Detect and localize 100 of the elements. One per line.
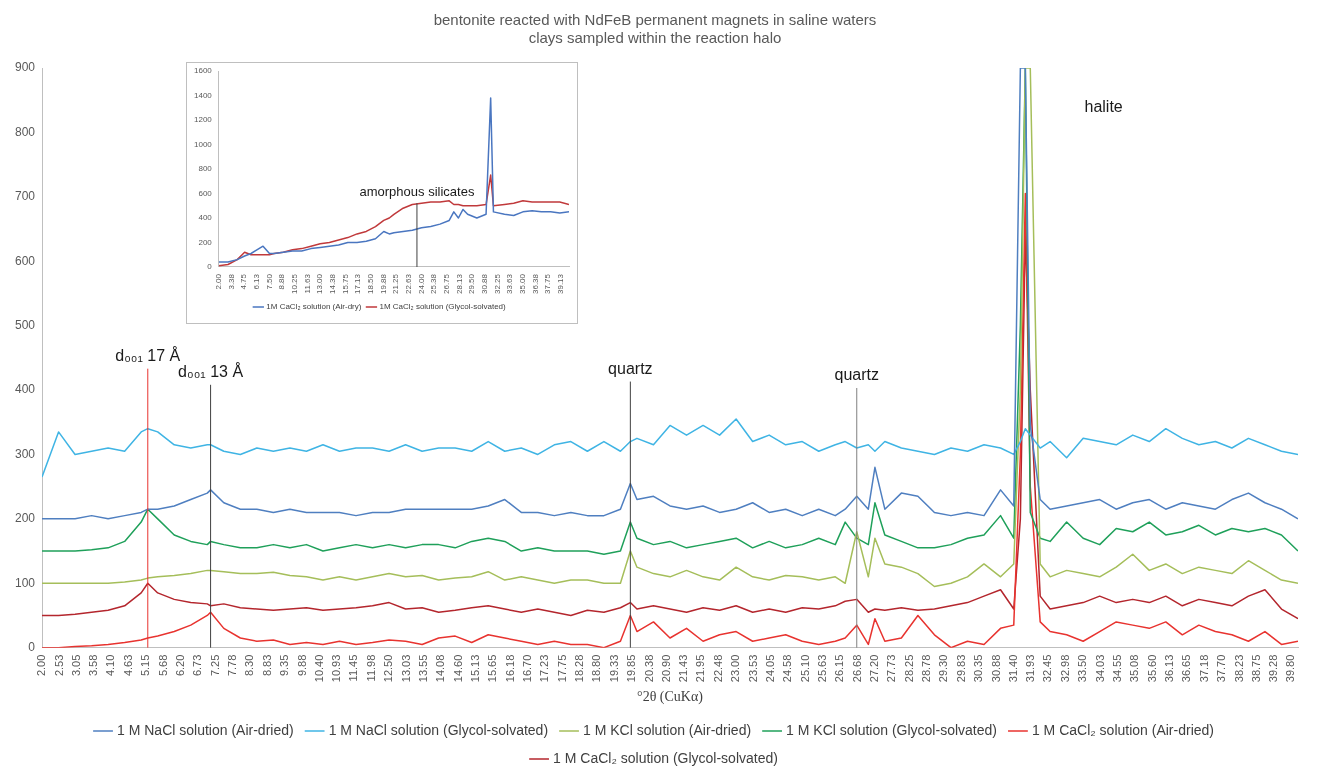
x-tick-label: 21.43 (677, 654, 690, 683)
y-tick-label: 400 (198, 213, 213, 223)
x-tick-label: 7.25 (208, 654, 221, 677)
x-tick-label: 10.25 (290, 273, 300, 295)
x-tick-label: 22.48 (711, 654, 724, 683)
x-tick-label: 10.93 (330, 654, 343, 683)
x-tick-label: 35.00 (518, 273, 528, 295)
x-tick-label: 24.00 (416, 273, 426, 295)
x-tick-label: 34.03 (1093, 654, 1106, 683)
x-tick-label: 28.25 (902, 654, 915, 683)
x-tick-label: 19.85 (625, 654, 638, 683)
y-tick-label: 1600 (194, 66, 213, 76)
ref-line-label: d₀₀₁ 17 Å (115, 346, 181, 365)
x-tick-label: 14.60 (451, 654, 464, 683)
x-tick-label: 14.08 (434, 654, 447, 683)
x-tick-label: 19.88 (378, 273, 388, 295)
x-tick-label: 11.45 (347, 654, 360, 682)
x-tick-label: 37.18 (1197, 654, 1210, 683)
y-tick-label: 500 (14, 317, 36, 332)
x-tick-label: 5.68 (156, 654, 169, 677)
x-tick-label: 2.00 (214, 273, 223, 290)
x-tick-label: 36.65 (1180, 654, 1193, 683)
x-tick-label: 7.50 (264, 273, 274, 290)
x-tick-label: 20.38 (642, 654, 655, 683)
x-tick-label: 30.88 (989, 654, 1002, 683)
y-tick-label: 800 (14, 124, 36, 139)
x-tick-label: 32.45 (1041, 654, 1054, 683)
x-tick-label: 23.53 (746, 654, 759, 683)
x-tick-label: 24.05 (763, 654, 776, 683)
x-tick-label: 39.28 (1267, 654, 1280, 683)
x-tick-label: 37.75 (543, 273, 553, 295)
x-tick-label: 11.63 (302, 273, 312, 294)
x-tick-label: 6.13 (252, 273, 262, 290)
x-tick-label: 25.38 (429, 273, 439, 295)
x-tick-label: 30.35 (972, 654, 985, 683)
x-tick-label: 4.75 (239, 273, 249, 290)
x-tick-label: 15.75 (340, 273, 350, 295)
x-tick-label: 29.50 (467, 273, 477, 295)
x-tick-label: 13.55 (416, 654, 429, 683)
x-tick-label: 25.63 (816, 654, 829, 683)
x-tick-label: 38.75 (1249, 654, 1262, 683)
x-axis-title: °2θ (CuKα) (637, 689, 704, 706)
x-tick-label: 17.75 (555, 654, 568, 683)
legend-label: 1M CaCl₂ solution (Air-dry) (266, 302, 362, 312)
x-tick-label: 15.65 (486, 654, 499, 683)
x-tick-label: 29.30 (937, 654, 950, 683)
x-tick-label: 31.93 (1024, 654, 1037, 683)
x-tick-label: 32.25 (492, 273, 502, 295)
x-tick-label: 29.83 (954, 654, 967, 683)
y-tick-label: 0 (28, 639, 36, 654)
x-tick-label: 16.70 (520, 654, 533, 683)
x-tick-label: 34.55 (1110, 654, 1123, 683)
x-tick-label: 33.63 (505, 273, 515, 295)
x-tick-label: 24.58 (781, 654, 794, 683)
annotation: halite (1084, 98, 1123, 116)
x-tick-label: 23.00 (729, 654, 742, 683)
y-tick-label: 100 (14, 575, 36, 590)
x-tick-label: 6.73 (191, 654, 204, 677)
x-tick-label: 8.88 (277, 273, 287, 290)
x-tick-label: 15.13 (469, 654, 482, 683)
x-tick-label: 37.70 (1215, 654, 1228, 683)
y-tick-label: 0 (207, 262, 213, 272)
y-tick-label: 200 (198, 237, 213, 247)
x-tick-label: 8.83 (260, 654, 273, 677)
x-tick-label: 26.68 (850, 654, 863, 683)
x-tick-label: 14.38 (328, 273, 338, 295)
chart-title: bentonite reacted with NdFeB permanent magnets in saline waters (433, 11, 877, 29)
x-tick-label: 3.05 (69, 654, 82, 677)
x-tick-label: 18.28 (573, 654, 586, 683)
legend-label: 1M CaCl₂ solution (Glycol-solvated) (379, 302, 507, 312)
x-tick-label: 27.73 (885, 654, 898, 683)
x-tick-label: 13.00 (315, 273, 325, 295)
y-tick-label: 1400 (194, 90, 213, 100)
x-tick-label: 10.40 (312, 654, 325, 683)
legend-label: 1 M KCl solution (Air-dried) (583, 721, 752, 738)
legend-label: 1 M CaCl₂ solution (Air-dried) (1031, 721, 1214, 738)
legend-label: 1 M NaCl solution (Glycol-solvated) (328, 721, 549, 738)
y-tick-label: 700 (14, 189, 36, 204)
x-tick-label: 3.38 (226, 273, 236, 290)
y-tick-label: 400 (14, 382, 36, 397)
x-tick-label: 27.20 (867, 654, 880, 683)
ref-line-label: quartz (608, 359, 653, 377)
annotation: amorphous silicates (359, 184, 475, 200)
x-tick-label: 32.98 (1059, 654, 1072, 683)
x-tick-label: 21.25 (391, 273, 401, 295)
x-tick-label: 28.78 (920, 654, 933, 683)
y-tick-label: 600 (14, 253, 36, 268)
y-tick-label: 1000 (194, 139, 213, 149)
y-tick-label: 200 (14, 511, 36, 526)
y-tick-label: 600 (198, 188, 213, 198)
ref-line-label: quartz (834, 366, 879, 384)
x-tick-label: 2.53 (52, 654, 65, 677)
x-tick-label: 20.90 (659, 654, 672, 683)
x-tick-label: 38.23 (1232, 654, 1245, 683)
legend-label: 1 M NaCl solution (Air-dried) (117, 721, 294, 738)
x-tick-label: 36.13 (1163, 654, 1176, 683)
x-tick-label: 39.80 (1284, 654, 1297, 683)
x-tick-label: 9.88 (295, 654, 308, 677)
x-tick-label: 12.50 (382, 654, 395, 683)
y-tick-label: 900 (14, 60, 36, 75)
